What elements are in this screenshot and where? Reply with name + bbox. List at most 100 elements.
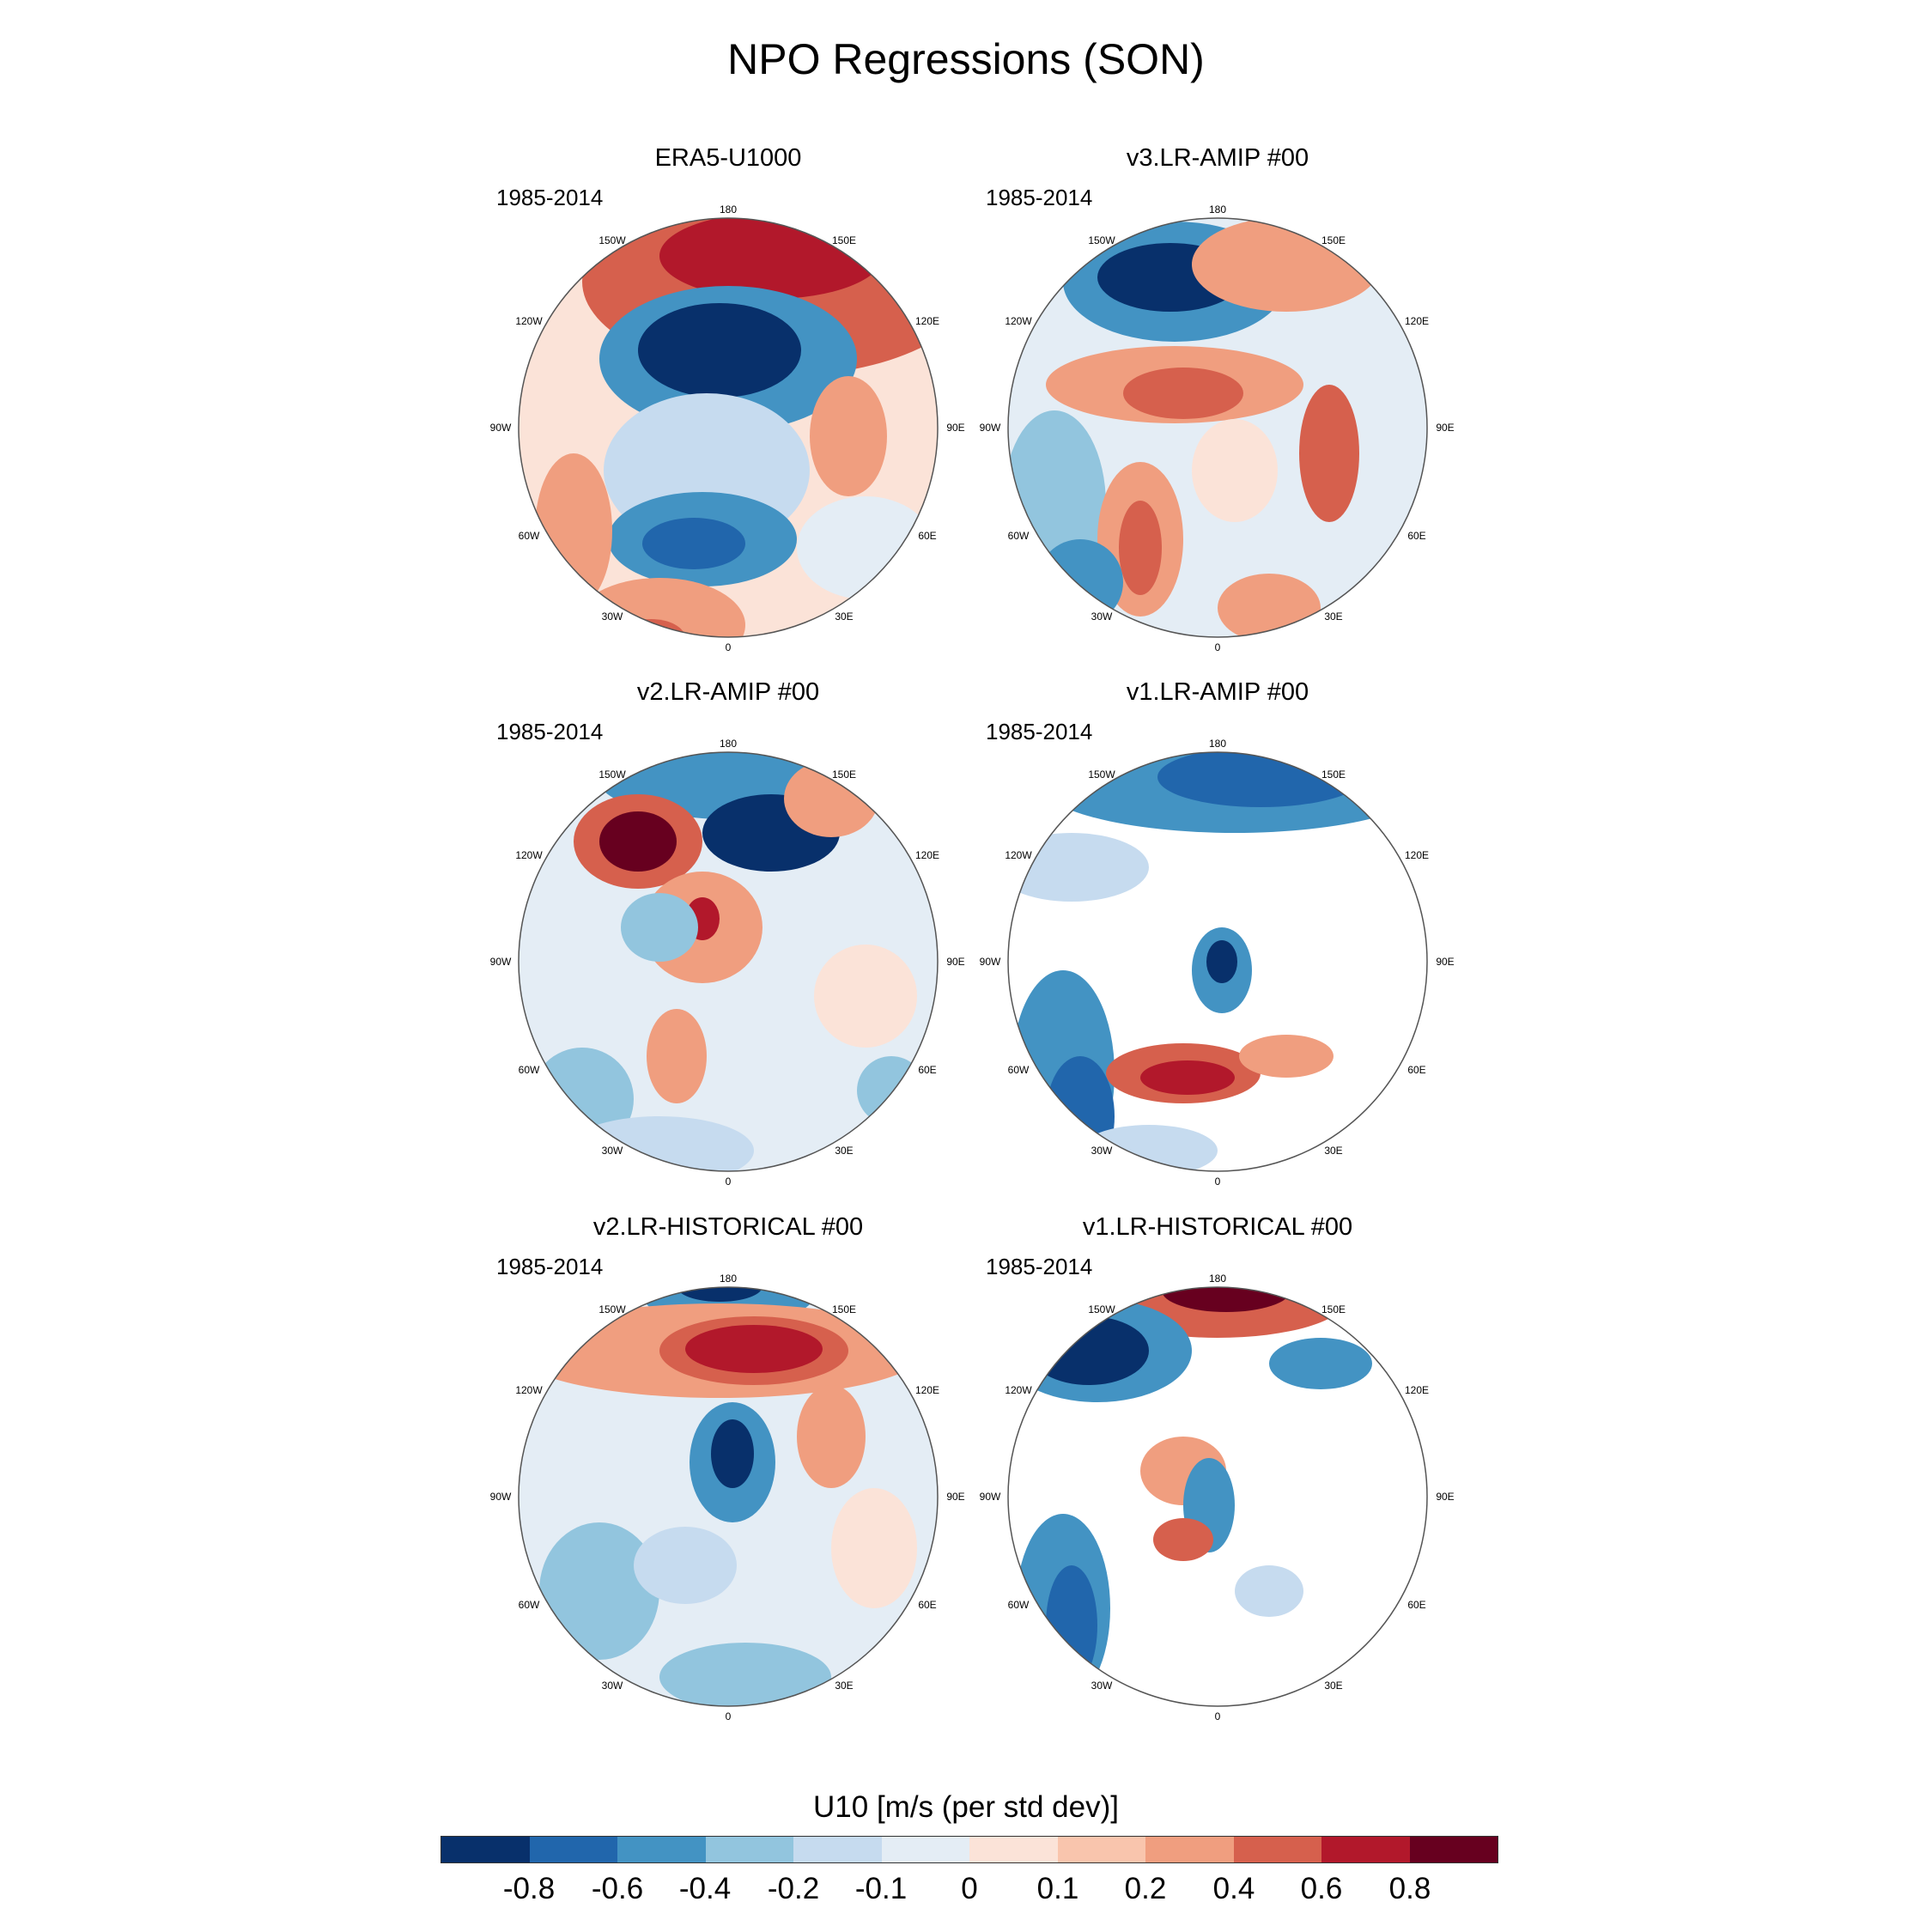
colorbar-tick-label: 0.2 — [1124, 1872, 1167, 1905]
panel-v1-lr-amip: v1.LR-AMIP #00 1985-2014 180 15 — [977, 678, 1458, 1211]
lon-label: 30E — [835, 1145, 853, 1157]
lon-label: 60E — [1407, 1064, 1425, 1076]
lon-label: 120E — [1405, 849, 1429, 861]
longitude-labels: 180 150E 120E 90E 60E 30E 0 30W 60W 90W … — [980, 738, 1455, 1188]
panel-period: 1985-2014 — [496, 185, 604, 210]
lon-label: 90W — [980, 1491, 1001, 1503]
lon-label: 0 — [1215, 1176, 1221, 1188]
panel-title: ERA5-U1000 — [654, 144, 802, 172]
panel-title: v1.LR-HISTORICAL #00 — [1082, 1213, 1353, 1241]
colorbar-title: U10 [m/s (per std dev)] — [813, 1790, 1119, 1824]
panel-era5: ERA5-U1000 1985-2014 180 — [488, 144, 969, 677]
lon-label: 30W — [1091, 1145, 1113, 1157]
lon-label: 120E — [915, 315, 939, 327]
lon-label: 150E — [832, 234, 856, 246]
colorbar-bin — [881, 1837, 969, 1862]
colorbar-tick-label: -0.8 — [502, 1872, 556, 1905]
lon-label: 60W — [1008, 530, 1030, 542]
lon-label: 150W — [598, 1303, 626, 1315]
colorbar-bin — [1233, 1837, 1321, 1862]
lon-label: 60E — [918, 1599, 936, 1611]
polar-map: 180 150E 120E 90E 60E 30E 0 30W 60W 90W … — [490, 738, 965, 1188]
lon-label: 90W — [490, 422, 512, 434]
colorbar-tick-label: -0.1 — [854, 1872, 908, 1905]
lon-label: 150W — [598, 234, 626, 246]
lon-label: 120W — [1005, 315, 1032, 327]
lon-label: 30W — [602, 1145, 623, 1157]
lon-label: 30E — [1324, 1145, 1342, 1157]
lon-label: 90W — [980, 422, 1001, 434]
longitude-labels: 180 150E 120E 90E 60E 30E 0 30W 60W 90W … — [490, 1273, 965, 1722]
panel-title: v3.LR-AMIP #00 — [1126, 144, 1309, 172]
lon-label: 150W — [598, 769, 626, 781]
longitude-labels: 180 150E 120E 90E 60E 30E 0 30W 60W 90W … — [490, 204, 965, 653]
longitude-labels: 180 150E 120E 90E 60E 30E 0 30W 60W 90W … — [980, 204, 1455, 653]
lon-label: 0 — [726, 641, 732, 653]
lon-label: 180 — [1209, 738, 1226, 750]
panel-period: 1985-2014 — [986, 719, 1093, 744]
colorbar-tick-label: 0 — [961, 1872, 978, 1905]
lon-label: 90E — [1436, 956, 1454, 968]
lon-label: 30W — [602, 611, 623, 623]
lon-label: 30W — [602, 1680, 623, 1692]
colorbar-bin — [1409, 1837, 1498, 1862]
panel-v2-lr-amip: v2.LR-AMIP #00 1985-2014 — [488, 678, 969, 1211]
colorbar-tick-label: 0.6 — [1300, 1872, 1343, 1905]
lon-label: 60E — [918, 530, 936, 542]
colorbar-bin — [793, 1837, 882, 1862]
lon-label: 120W — [1005, 849, 1032, 861]
colorbar-tick-label: -0.6 — [591, 1872, 644, 1905]
lon-label: 0 — [1215, 641, 1221, 653]
lon-label: 60W — [519, 1064, 540, 1076]
lon-label: 120E — [1405, 315, 1429, 327]
panel-period: 1985-2014 — [496, 719, 604, 744]
colorbar — [440, 1836, 1498, 1863]
lon-label: 30W — [1091, 611, 1113, 623]
lon-label: 150E — [832, 769, 856, 781]
panel-period: 1985-2014 — [496, 1254, 604, 1279]
colorbar-bin — [441, 1837, 530, 1862]
colorbar-tick-label: 0.8 — [1388, 1872, 1431, 1905]
lon-label: 120W — [1005, 1384, 1032, 1396]
colorbar-bin — [529, 1837, 617, 1862]
lon-label: 90E — [946, 956, 964, 968]
lon-label: 120W — [515, 1384, 543, 1396]
colorbar-tick-label: 0.1 — [1036, 1872, 1079, 1905]
polar-map: 180 150E 120E 90E 60E 30E 0 30W 60W 90W … — [980, 1273, 1455, 1722]
panel-v2-lr-historical: v2.LR-HISTORICAL #00 1985-2014 — [488, 1213, 969, 1746]
lon-label: 60E — [1407, 1599, 1425, 1611]
figure-title: NPO Regressions (SON) — [727, 35, 1205, 83]
lon-label: 90W — [490, 1491, 512, 1503]
lon-label: 150E — [1321, 769, 1346, 781]
lon-label: 60W — [1008, 1599, 1030, 1611]
colorbar-bin — [1145, 1837, 1234, 1862]
panel-title: v2.LR-HISTORICAL #00 — [592, 1213, 864, 1241]
lon-label: 90E — [1436, 1491, 1454, 1503]
lon-label: 0 — [1215, 1710, 1221, 1722]
lon-label: 180 — [1209, 204, 1226, 216]
lon-label: 60E — [918, 1064, 936, 1076]
lon-label: 60W — [1008, 1064, 1030, 1076]
colorbar-bin — [1057, 1837, 1145, 1862]
colorbar-bin — [1321, 1837, 1410, 1862]
polar-map: 180 150E 120E 90E 60E 30E 0 30W 60W 90W … — [490, 1273, 965, 1722]
lon-label: 60E — [1407, 530, 1425, 542]
lon-label: 0 — [726, 1710, 732, 1722]
lon-label: 120E — [915, 849, 939, 861]
lon-label: 150E — [1321, 234, 1346, 246]
panel-period: 1985-2014 — [986, 1254, 1093, 1279]
panel-title: v2.LR-AMIP #00 — [636, 678, 820, 706]
polar-map: 180 150E 120E 90E 60E 30E 0 30W 60W 90W … — [490, 204, 965, 653]
colorbar-bin — [969, 1837, 1058, 1862]
lon-label: 150E — [832, 1303, 856, 1315]
colorbar-bin — [617, 1837, 706, 1862]
lon-label: 0 — [726, 1176, 732, 1188]
lon-label: 180 — [1209, 1273, 1226, 1285]
lon-label: 120W — [515, 849, 543, 861]
panel-period: 1985-2014 — [986, 185, 1093, 210]
panel-v1-lr-historical: v1.LR-HISTORICAL #00 1985-2014 180 — [977, 1213, 1458, 1746]
lon-label: 150W — [1088, 769, 1115, 781]
longitude-labels: 180 150E 120E 90E 60E 30E 0 30W 60W 90W … — [980, 1273, 1455, 1722]
panel-title: v1.LR-AMIP #00 — [1126, 678, 1309, 706]
